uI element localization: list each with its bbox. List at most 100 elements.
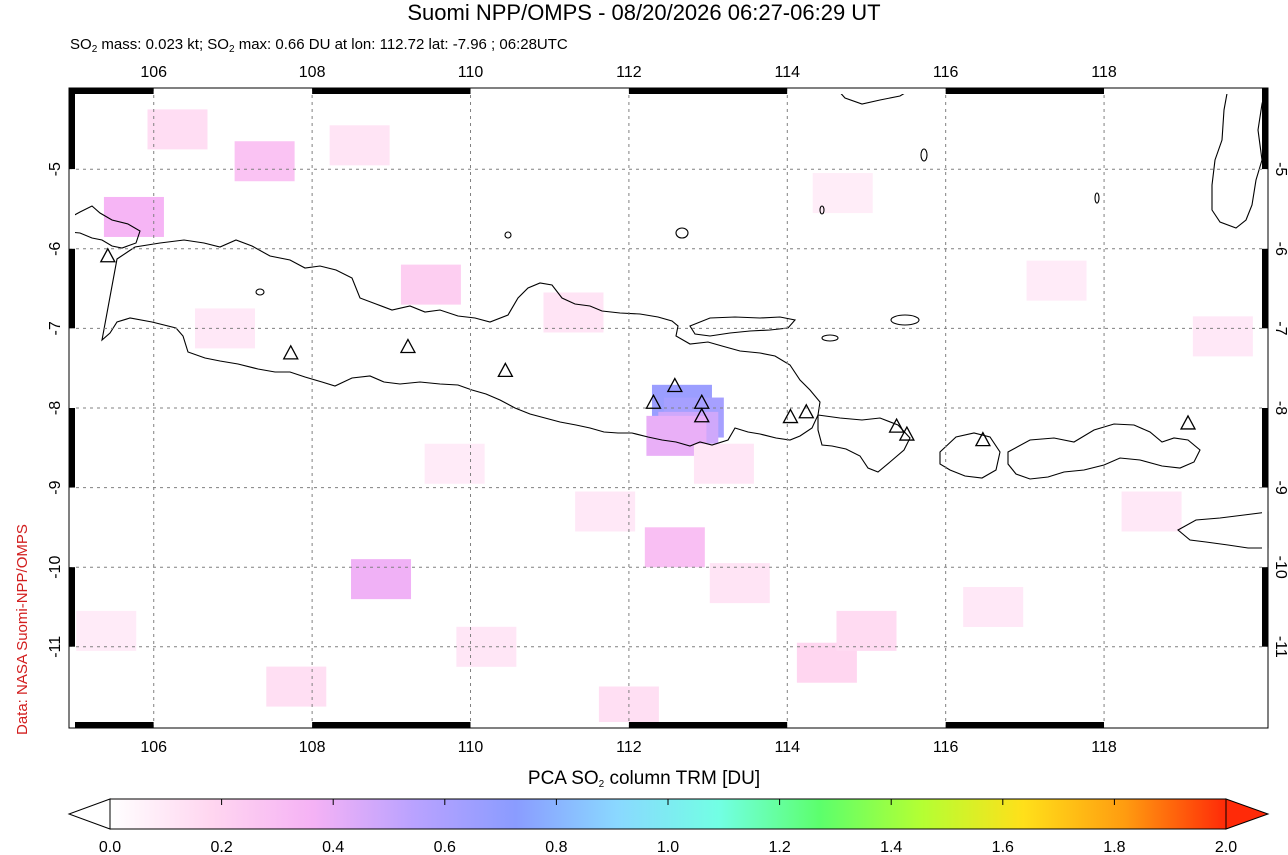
subtitle-text-3: max: 0.66 DU at lon: 112.72 lat: -7.96 ;… — [234, 36, 568, 53]
coastline-borneo — [835, 87, 911, 105]
frame-segment — [1262, 88, 1268, 170]
volcano-icon — [782, 408, 799, 424]
map-frame — [68, 87, 1269, 729]
colorbar-tick-label: 1.6 — [992, 839, 1014, 855]
coastline-java — [101, 239, 821, 447]
frame-segment — [945, 88, 1105, 94]
frame-segment — [787, 88, 946, 94]
island-small-5 — [821, 334, 839, 342]
lat-tick-label-right: -8 — [1272, 401, 1288, 415]
colorbar: 0.0 0.2 0.4 0.6 0.8 1.0 1.2 1.4 1.6 1.8 2.0 — [67, 798, 1270, 855]
lat-tick-label-right: -5 — [1272, 162, 1288, 176]
subtitle-text-1: SO — [70, 36, 92, 53]
lat-tick-label-left: -6 — [47, 242, 64, 256]
colorbar-label-text-1: PCA SO — [527, 768, 599, 789]
frame-segment — [1262, 248, 1268, 329]
frame-segment — [69, 169, 75, 249]
lon-tick-label-bottom: 116 — [933, 739, 959, 756]
frame-segment — [312, 722, 471, 728]
colorbar-tick-label: 1.4 — [880, 839, 902, 855]
lat-tick-label-left: -10 — [47, 556, 64, 579]
so2-pixel — [76, 610, 137, 651]
so2-pixel — [147, 109, 208, 150]
coastline-layer — [68, 87, 1269, 549]
so2-pixel — [543, 292, 604, 333]
so2-pixel — [836, 610, 897, 651]
so2-pixel — [329, 125, 390, 166]
volcano-icon — [399, 338, 417, 354]
frame-segment — [1262, 487, 1268, 568]
so2-pixel — [1026, 260, 1087, 301]
colorbar-tick-label: 1.8 — [1103, 839, 1125, 855]
lat-tick-label-left: -5 — [47, 162, 64, 176]
colorbar-label-text-2: column TRM [DU] — [604, 768, 761, 789]
frame-segment — [1104, 722, 1268, 728]
colorbar-label: PCA SO2 column TRM [DU] — [0, 768, 1288, 790]
frame-segment — [945, 722, 1105, 728]
frame-segment — [69, 487, 75, 568]
island-small-3 — [1094, 192, 1100, 204]
frame-segment — [69, 88, 154, 94]
so2-pixel — [266, 666, 327, 707]
volcano-icon — [99, 247, 116, 263]
frame-segment — [1262, 646, 1268, 728]
coastline-sulawesi — [1211, 87, 1267, 229]
island-small-2 — [920, 148, 928, 162]
colorbar-tick-label: 2.0 — [1215, 839, 1237, 855]
island-karimunjawa — [504, 231, 512, 239]
map-title: Suomi NPP/OMPS - 08/20/2026 06:27-06:29 … — [407, 0, 881, 25]
lat-tick-label-left: -11 — [47, 636, 64, 658]
frame-segment — [69, 248, 75, 329]
frame-segment — [69, 567, 75, 647]
lat-tick-label-right: -7 — [1272, 321, 1288, 335]
so2-pixel — [812, 173, 873, 214]
coastline-bali — [817, 414, 911, 473]
colorbar-tick-label: 0.2 — [210, 839, 232, 855]
colorbar-tick-label: 0.6 — [434, 839, 456, 855]
lon-tick-label-top: 114 — [775, 64, 801, 81]
volcano-icon — [974, 431, 991, 447]
frame-segment — [69, 722, 154, 728]
frame-segment — [470, 88, 629, 94]
so2-pixel — [1121, 491, 1182, 532]
colorbar-tick-label: 1.0 — [657, 839, 679, 855]
volcano-markers — [99, 247, 1197, 447]
lon-tick-label-bottom: 112 — [616, 739, 642, 756]
frame-segment — [1104, 88, 1268, 94]
so2-pixel — [103, 196, 164, 237]
frame-segment — [628, 722, 788, 728]
colorbar-tick-label: 1.2 — [768, 839, 790, 855]
lat-tick-label-left: -8 — [47, 401, 64, 415]
coastline-madura — [689, 316, 797, 337]
frame-segment — [69, 88, 75, 170]
so2-pixel — [693, 443, 754, 484]
volcano-icon — [798, 403, 815, 419]
axis-tick-labels: 106 106 108 108 110 110 112 112 114 114 116 116 118 1… — [47, 64, 1288, 756]
coastline-lombok — [939, 432, 1001, 479]
so2-pixel — [234, 141, 295, 182]
colorbar-low-arrow — [67, 798, 111, 830]
lon-tick-label-bottom: 118 — [1091, 739, 1117, 756]
so2-pixel — [644, 527, 705, 568]
lon-tick-label-top: 110 — [458, 64, 484, 81]
so2-pixel-layer — [76, 109, 1253, 727]
coastline-sumbawa — [1007, 423, 1201, 480]
island-kangean — [890, 314, 920, 326]
colorbar-high-arrow — [1225, 798, 1270, 830]
frame-segment — [153, 722, 313, 728]
volcano-icon — [1179, 414, 1197, 430]
frame-segment — [69, 646, 75, 728]
lat-tick-label-right: -6 — [1272, 242, 1288, 256]
frame-segment — [787, 722, 946, 728]
coastline-sumatra — [68, 205, 141, 249]
island-small-1 — [255, 288, 265, 296]
so2-pixel — [456, 626, 517, 667]
so2-pixel — [400, 264, 461, 305]
volcano-icon — [497, 362, 514, 378]
lon-tick-label-bottom: 108 — [299, 739, 326, 756]
lat-tick-label-right: -11 — [1272, 636, 1288, 658]
lon-tick-label-bottom: 114 — [775, 739, 801, 756]
frame-segment — [470, 722, 629, 728]
lon-tick-label-top: 112 — [616, 64, 642, 81]
